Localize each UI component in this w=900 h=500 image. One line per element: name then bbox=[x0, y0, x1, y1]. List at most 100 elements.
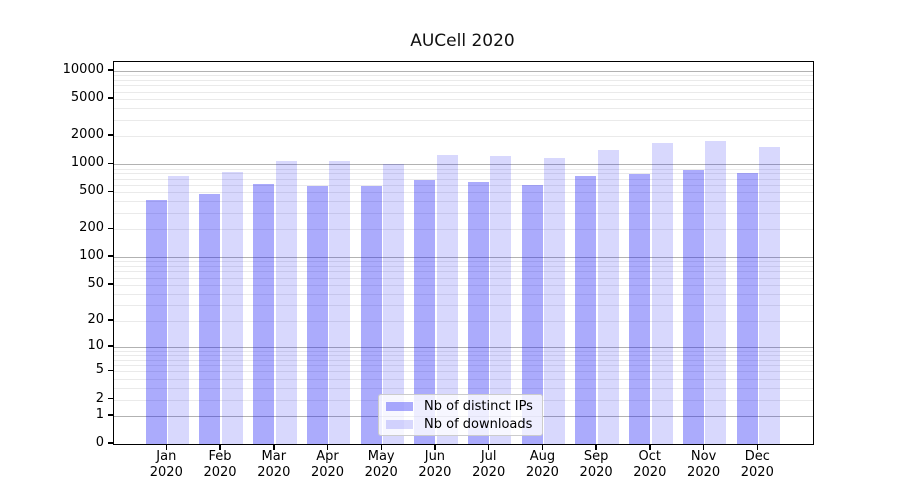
x-tick-mark bbox=[702, 444, 705, 450]
gridline-minor bbox=[114, 304, 813, 306]
bar-distinct-ips-oct bbox=[629, 174, 651, 444]
legend-label: Nb of downloads bbox=[424, 416, 533, 432]
gridline-major bbox=[114, 257, 813, 259]
bar-distinct-ips-jan bbox=[145, 200, 167, 444]
y-tick-label: 100 bbox=[79, 248, 104, 264]
gridline-minor bbox=[114, 378, 813, 380]
y-tick-mark bbox=[108, 162, 113, 164]
gridline-minor bbox=[114, 168, 813, 170]
plot-area bbox=[113, 61, 814, 445]
gridline-minor bbox=[114, 355, 813, 356]
y-tick-label: 5 bbox=[95, 362, 104, 378]
bar-downloads-jun bbox=[436, 154, 458, 444]
x-tick-label: Feb 2020 bbox=[203, 449, 237, 480]
gridline-minor bbox=[114, 371, 813, 373]
y-tick-label: 50 bbox=[87, 275, 104, 291]
x-tick-mark bbox=[487, 444, 490, 450]
y-tick-mark bbox=[108, 283, 113, 285]
bar-downloads-aug bbox=[544, 158, 566, 444]
bar-distinct-ips-dec bbox=[736, 172, 758, 444]
gridline-minor bbox=[114, 387, 813, 389]
gridline-minor bbox=[114, 108, 813, 110]
bar-distinct-ips-nov bbox=[682, 170, 704, 444]
bar-downloads-oct bbox=[651, 143, 673, 444]
gridline-minor bbox=[114, 261, 813, 263]
y-tick-label: 2 bbox=[95, 390, 104, 406]
gridline-minor bbox=[114, 80, 813, 81]
legend-item: Nb of downloads bbox=[386, 417, 542, 432]
gridline-minor bbox=[114, 201, 813, 203]
x-tick-mark bbox=[541, 444, 544, 450]
gridline-minor bbox=[114, 365, 813, 367]
gridline-minor bbox=[114, 284, 813, 286]
y-tick-mark bbox=[108, 369, 113, 372]
x-tick-label: Jul 2020 bbox=[472, 449, 506, 480]
x-tick-mark bbox=[326, 444, 329, 450]
y-tick-label: 0 bbox=[95, 435, 104, 450]
x-tick-label: Aug 2020 bbox=[525, 449, 559, 480]
bar-distinct-ips-feb bbox=[199, 193, 221, 444]
gridline-minor bbox=[114, 350, 813, 352]
legend-item: Nb of distinct IPs bbox=[386, 399, 542, 414]
bar-downloads-jul bbox=[490, 156, 512, 444]
y-tick-mark bbox=[108, 255, 113, 257]
bar-distinct-ips-apr bbox=[306, 185, 328, 444]
x-tick-mark bbox=[434, 444, 436, 450]
legend-label: Nb of distinct IPs bbox=[424, 398, 533, 414]
gridline-minor bbox=[114, 212, 813, 214]
x-tick-label: Jun 2020 bbox=[418, 449, 452, 480]
x-tick-mark bbox=[219, 444, 221, 450]
gridline-minor bbox=[114, 266, 813, 267]
y-tick-mark bbox=[108, 345, 113, 347]
y-tick-label: 200 bbox=[79, 220, 104, 236]
legend: Nb of distinct IPs Nb of downloads bbox=[378, 394, 543, 436]
y-tick-label: 20 bbox=[87, 311, 104, 327]
x-tick-label: Jan 2020 bbox=[149, 449, 183, 480]
bar-downloads-may bbox=[382, 164, 404, 444]
x-tick-label: Mar 2020 bbox=[257, 449, 291, 480]
x-tick-label: Apr 2020 bbox=[310, 449, 345, 480]
y-tick-mark bbox=[108, 190, 113, 192]
y-tick-mark bbox=[108, 397, 113, 400]
x-tick-label: Sep 2020 bbox=[579, 449, 613, 480]
y-tick-mark bbox=[108, 69, 113, 71]
x-tick-mark bbox=[380, 444, 382, 450]
gridline-minor bbox=[114, 293, 813, 295]
y-tick-mark bbox=[108, 319, 113, 321]
bar-downloads-feb bbox=[221, 171, 243, 444]
y-tick-mark bbox=[108, 442, 113, 444]
bar-downloads-nov bbox=[705, 140, 727, 444]
gridline-major bbox=[114, 164, 813, 166]
gridline-minor bbox=[114, 85, 813, 87]
gridline-minor bbox=[114, 192, 813, 194]
bar-distinct-ips-mar bbox=[253, 184, 275, 444]
y-tick-label: 500 bbox=[79, 183, 104, 199]
bar-downloads-sep bbox=[597, 149, 619, 444]
gridline-minor bbox=[114, 119, 813, 121]
y-tick-mark bbox=[108, 227, 113, 229]
gridline-minor bbox=[114, 320, 813, 322]
bar-downloads-apr bbox=[329, 161, 351, 444]
gridline-minor bbox=[114, 184, 813, 186]
legend-swatch-distinct-ips bbox=[386, 401, 413, 411]
gridline-minor bbox=[114, 75, 813, 77]
chart-title: AUCell 2020 bbox=[410, 31, 515, 51]
gridline-minor bbox=[114, 99, 813, 101]
y-tick-mark bbox=[108, 134, 113, 136]
bar-distinct-ips-jun bbox=[414, 180, 436, 444]
x-tick-mark bbox=[756, 444, 758, 450]
gridline-minor bbox=[114, 91, 813, 93]
y-tick-label: 1 bbox=[95, 406, 104, 422]
bar-distinct-ips-aug bbox=[521, 184, 543, 444]
y-tick-label: 1000 bbox=[70, 155, 104, 171]
y-tick-mark bbox=[108, 97, 113, 99]
gridline-minor bbox=[114, 229, 813, 231]
y-tick-label: 10 bbox=[87, 337, 104, 353]
x-tick-label: Nov 2020 bbox=[687, 449, 721, 480]
bar-downloads-mar bbox=[275, 161, 297, 444]
x-tick-label: May 2020 bbox=[364, 449, 398, 480]
gridline-major bbox=[114, 346, 813, 348]
bar-downloads-dec bbox=[759, 146, 780, 444]
gridline-minor bbox=[114, 359, 813, 361]
